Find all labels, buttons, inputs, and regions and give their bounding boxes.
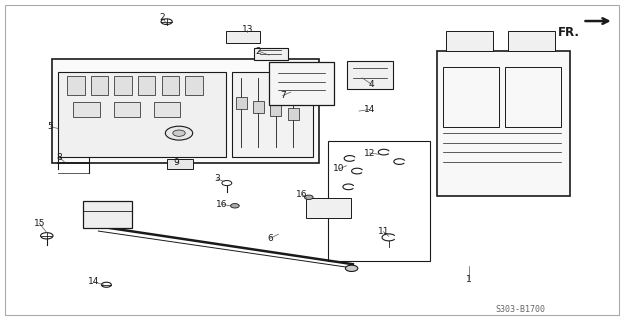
Text: 9: 9 [173,158,179,167]
Bar [446,30,493,51]
Text: 1: 1 [466,275,472,284]
Bar [306,198,351,219]
Text: 5: 5 [48,122,53,131]
Circle shape [166,126,192,140]
Bar [58,72,226,157]
Bar [114,76,132,95]
Text: 7: 7 [280,91,286,100]
Bar [138,76,156,95]
Text: 10: 10 [334,164,345,173]
Text: 11: 11 [378,227,389,236]
Bar [52,59,319,163]
Bar [162,76,179,95]
Bar [68,76,84,95]
Text: 14: 14 [88,277,99,286]
Text: 8: 8 [56,153,62,162]
Text: 2: 2 [159,13,165,22]
Circle shape [346,265,358,271]
Text: 6: 6 [268,234,273,243]
Bar [232,72,312,157]
Bar [508,30,554,51]
Text: 15: 15 [34,219,45,228]
Text: FR.: FR. [558,26,579,39]
Text: 3: 3 [214,174,220,183]
Bar [236,97,247,109]
Bar [185,76,202,95]
Circle shape [173,130,185,136]
Bar [167,159,192,169]
Text: 14: 14 [364,105,375,114]
Text: S303-B1700: S303-B1700 [496,305,546,314]
Bar [270,104,281,116]
Circle shape [231,204,239,208]
Bar [74,101,99,117]
Circle shape [304,195,313,199]
Bar [253,100,264,113]
Bar [114,101,140,117]
Bar [347,60,393,89]
Text: 4: 4 [369,80,374,89]
Text: 12: 12 [364,148,375,157]
Bar [82,201,132,228]
Bar [254,48,288,60]
Bar [437,51,570,196]
Text: 2: 2 [256,46,261,56]
Text: 13: 13 [242,25,253,34]
Bar [443,67,499,127]
Text: 16: 16 [296,190,308,199]
Bar [226,30,260,43]
Bar [288,108,299,120]
Bar [505,67,561,127]
Text: 16: 16 [216,200,227,209]
Bar [269,62,334,105]
Bar [328,141,431,261]
Bar [91,76,108,95]
Bar [154,101,180,117]
